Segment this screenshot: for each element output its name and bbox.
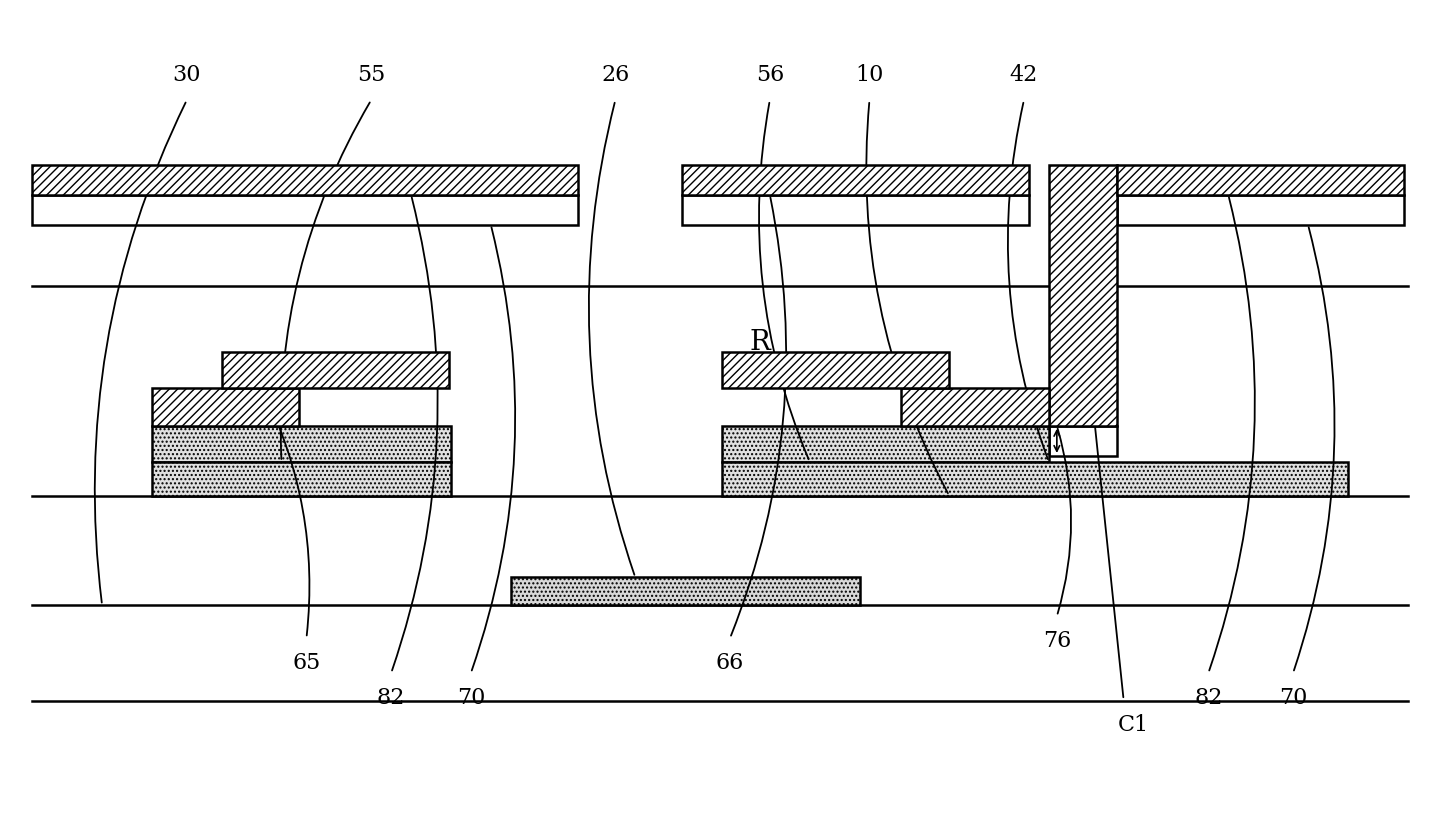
Bar (32, 195, 578, 225)
Text: R: R (750, 329, 770, 356)
Text: 65: 65 (293, 652, 320, 674)
Text: 66: 66 (715, 652, 744, 674)
Bar (1116, 164, 1403, 195)
Bar (1116, 195, 1403, 225)
Bar (151, 462, 451, 496)
Bar (510, 577, 859, 606)
Text: 26: 26 (601, 64, 630, 86)
Bar (1048, 164, 1116, 426)
Bar (722, 426, 1048, 462)
Bar (682, 195, 1030, 225)
Text: 82: 82 (376, 687, 405, 709)
Text: C1: C1 (1118, 714, 1149, 736)
Bar (682, 164, 1030, 195)
Text: 10: 10 (855, 64, 884, 86)
Bar (901, 388, 1048, 426)
Text: 82: 82 (1194, 687, 1223, 709)
Bar (722, 352, 949, 388)
Bar (722, 462, 1348, 496)
Text: 42: 42 (1009, 64, 1038, 86)
Bar (1048, 426, 1116, 456)
Text: 70: 70 (457, 687, 485, 709)
Bar (32, 164, 578, 195)
Bar (151, 388, 300, 426)
Text: 76: 76 (1043, 630, 1071, 652)
Bar (151, 426, 451, 462)
Text: 56: 56 (756, 64, 784, 86)
Text: 30: 30 (173, 64, 200, 86)
Text: 70: 70 (1279, 687, 1308, 709)
Text: 55: 55 (358, 64, 385, 86)
Bar (222, 352, 448, 388)
